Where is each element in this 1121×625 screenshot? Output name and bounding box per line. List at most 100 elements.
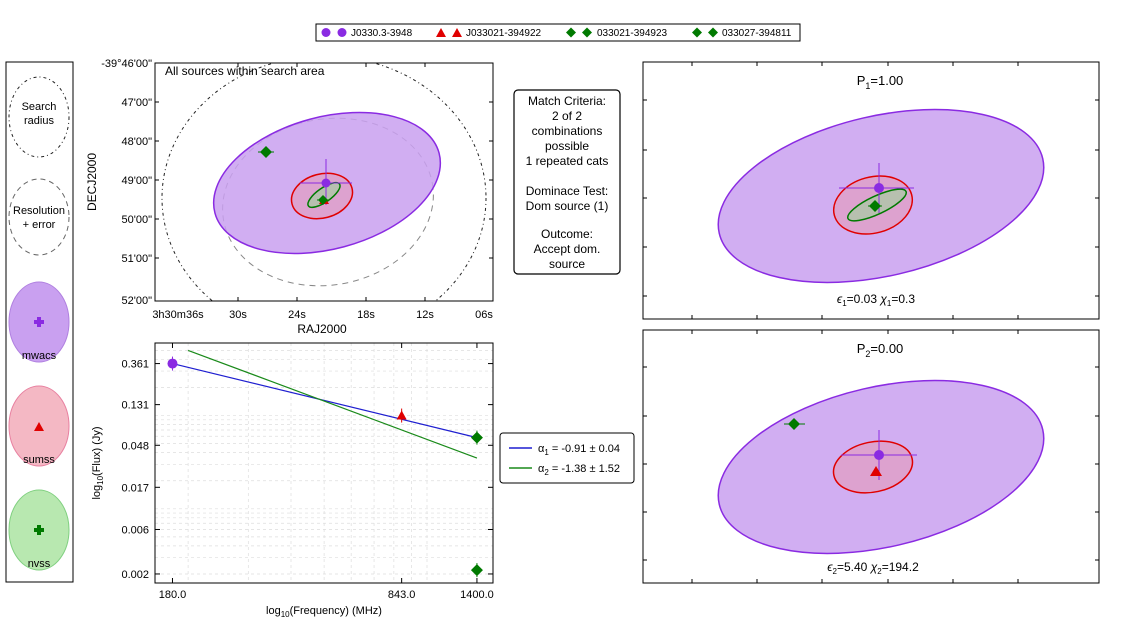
combo1-nvss-point — [869, 200, 881, 212]
criteria-line: source — [549, 257, 585, 271]
combo2-sumss-ellipse — [832, 440, 914, 494]
resolution-label-1: Resolution — [13, 205, 65, 217]
sed-point-mwacs — [167, 358, 178, 369]
legend-label-4: 033027-394811 — [722, 28, 792, 39]
legend-label-2: J033021-394922 — [466, 28, 542, 39]
sky-ytick-marks — [155, 101, 493, 259]
combo2-mwacs-point — [874, 450, 884, 460]
sed-ytick-label: 0.361 — [121, 359, 149, 371]
sky-ytick-label: 49'00" — [122, 175, 153, 187]
mwacs-plus-icon — [34, 317, 44, 327]
sky-ylabel: DECJ2000 — [85, 153, 99, 211]
sky-plot: All sources within search area -39°46'00… — [85, 58, 494, 336]
combo2-tick-marks — [643, 330, 1099, 583]
combo2-stats: ϵ2=5.40 χ2=194.2 — [827, 560, 919, 576]
sed-ytick-label: 0.131 — [121, 400, 149, 412]
criteria-line: Match Criteria: — [528, 94, 606, 108]
legend-marker-nvss-a — [566, 27, 576, 38]
sed-fit-line-alpha2 — [187, 349, 478, 459]
sed-point-nvss — [470, 564, 483, 577]
sumss-label: sumss — [23, 454, 55, 466]
combo1-mwacs-point — [874, 183, 884, 193]
sed-xlabel: log10(Frequency) (MHz) — [266, 605, 382, 619]
criteria-line: Dominace Test: — [526, 184, 608, 198]
nvss-label: nvss — [28, 558, 51, 570]
search-radius-ellipse — [161, 63, 487, 301]
sky-ytick-label: 51'00" — [122, 253, 153, 265]
sky-ytick-label: -39°46'00" — [101, 58, 152, 70]
combination-panel-1: P1=1.00 ϵ1=0.03 χ1=0.3 — [642, 61, 1100, 320]
key-panel: Search radius Resolution + error mwacs s… — [5, 61, 74, 583]
legend-text-alpha2: α2 = -1.38 ± 1.52 — [538, 463, 620, 477]
resolution-label-2: + error — [23, 219, 56, 231]
legend-marker-nvss-a-2 — [582, 27, 592, 38]
legend-label-1: J0330.3-3948 — [351, 28, 413, 39]
legend-marker-nvss-b — [692, 27, 702, 38]
sky-xtick-label: 30s — [229, 309, 247, 321]
sed-xtick-label: 180.0 — [159, 589, 187, 601]
nvss-source-point-1 — [318, 195, 328, 205]
criteria-line: Accept dom. — [534, 242, 601, 256]
sky-ytick-label: 52'00" — [122, 295, 153, 307]
sky-xtick-label: 06s — [475, 309, 493, 321]
search-radius-label-2: radius — [24, 115, 54, 127]
combo2-title: P2=0.00 — [857, 341, 904, 359]
sed-xtick-label: 843.0 — [388, 589, 416, 601]
sed-point-sumss — [396, 410, 407, 420]
search-radius-label-1: Search — [22, 101, 57, 113]
sky-xlabel: RAJ2000 — [297, 322, 347, 336]
combo2-nvss-point — [788, 418, 800, 430]
criteria-line: combinations — [532, 124, 603, 138]
sed-fit-lines — [172, 349, 478, 459]
sky-ytick-label: 47'00" — [122, 97, 153, 109]
sed-point-nvss — [470, 431, 483, 444]
sed-ytick-label: 0.017 — [121, 482, 149, 494]
resolution-swatch — [8, 178, 70, 256]
sed-ylabel: log10(Flux) (Jy) — [91, 426, 105, 499]
criteria-line: Outcome: — [541, 227, 593, 241]
criteria-line: 2 of 2 — [552, 109, 582, 123]
sky-xtick-marks — [237, 63, 426, 301]
combo2-sumss-point — [870, 466, 882, 476]
legend-marker-mwacs-2 — [337, 28, 347, 37]
criteria-line: possible — [545, 139, 589, 153]
criteria-line: 1 repeated cats — [526, 154, 609, 168]
sky-xtick-label: 18s — [357, 309, 375, 321]
sed-fit-line-alpha1 — [172, 362, 478, 439]
legend-marker-mwacs — [321, 28, 331, 37]
legend-marker-sumss-2 — [452, 28, 462, 37]
legend-label-3: 033021-394923 — [597, 28, 668, 39]
sumss-triangle-icon — [34, 422, 44, 431]
sed-yticks: 0.361 0.131 0.048 0.017 0.006 0.002 — [121, 359, 493, 581]
sed-data-points — [167, 356, 483, 578]
sky-annotation: All sources within search area — [165, 64, 325, 78]
search-radius-swatch — [8, 76, 70, 158]
sed-xtick-label: 1400.0 — [460, 589, 494, 601]
combination-panel-2: P2=0.00 ϵ2=5.40 χ2=194.2 — [642, 329, 1100, 584]
sky-yticks: -39°46'00" 47'00" 48'00" 49'00" 50'00" 5… — [101, 58, 152, 307]
combo1-tick-marks — [643, 62, 1099, 319]
combo1-stats: ϵ1=0.03 χ1=0.3 — [837, 292, 915, 308]
sky-xtick-label: 3h30m36s — [152, 309, 204, 321]
combo1-title: P1=1.00 — [857, 73, 904, 91]
sed-ytick-label: 0.048 — [121, 440, 149, 452]
sky-ytick-label: 50'00" — [122, 214, 153, 226]
nvss-error-ellipse — [307, 181, 341, 209]
match-criteria-box: Match Criteria: 2 of 2 combinations poss… — [513, 89, 621, 275]
sky-xtick-label: 12s — [416, 309, 434, 321]
legend-marker-nvss-b-2 — [708, 27, 718, 38]
mwacs-label: mwacs — [22, 350, 57, 362]
sed-ytick-label: 0.002 — [121, 569, 149, 581]
sed-ytick-label: 0.006 — [121, 524, 149, 536]
mwacs-source-point — [321, 178, 331, 188]
sed-xticks: 180.0 843.0 1400.0 — [159, 343, 494, 601]
sed-plot: 180.0 843.0 1400.0 0.361 0.131 0.048 0.017 0.0… — [91, 342, 494, 619]
legend-text-alpha1: α1 = -0.91 ± 0.04 — [538, 443, 620, 457]
sky-ytick-label: 48'00" — [122, 136, 153, 148]
sky-xtick-label: 24s — [288, 309, 306, 321]
nvss-plus-icon — [34, 525, 44, 535]
sky-xticks: 3h30m36s 30s 24s 18s 12s 06s — [152, 309, 493, 321]
criteria-line: Dom source (1) — [526, 199, 609, 213]
top-legend: J0330.3-3948 J033021-394922 033021-39492… — [315, 23, 801, 42]
